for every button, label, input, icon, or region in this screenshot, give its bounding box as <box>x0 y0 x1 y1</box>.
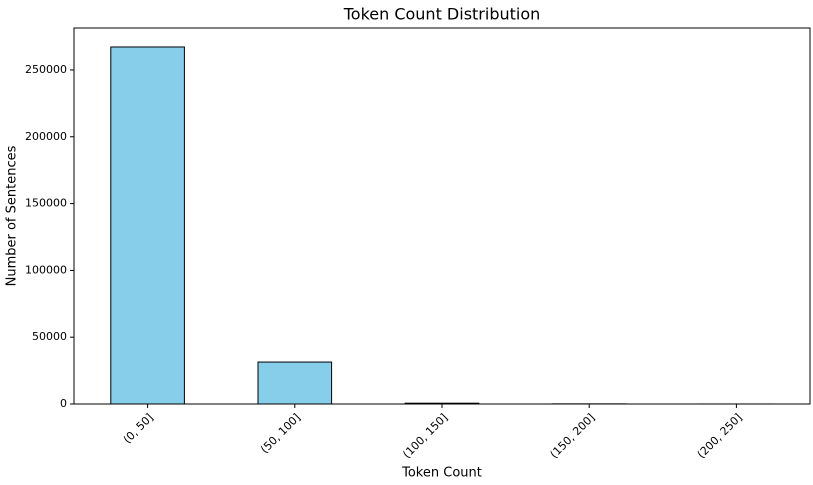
bar <box>110 46 185 405</box>
chart-title: Token Count Distribution <box>343 5 541 24</box>
y-tick-label: 50000 <box>32 330 67 343</box>
y-tick-label: 150000 <box>25 197 67 210</box>
y-tick-label: 250000 <box>25 63 67 76</box>
x-tick-label: (50, 100] <box>258 411 303 456</box>
bar <box>257 361 333 405</box>
x-tick-label: (150, 200] <box>548 411 598 461</box>
y-tick-label: 100000 <box>25 263 67 276</box>
y-axis-label: Number of Sentences <box>5 145 20 286</box>
y-tick-label: 200000 <box>25 130 67 143</box>
y-tick-label: 0 <box>60 397 67 410</box>
x-tick-label: (0, 50] <box>121 411 156 446</box>
x-tick-label: (100, 150] <box>400 411 450 461</box>
x-axis-label: Token Count <box>401 466 482 481</box>
plot-frame <box>73 27 811 405</box>
x-tick-label: (200, 250] <box>695 411 745 461</box>
